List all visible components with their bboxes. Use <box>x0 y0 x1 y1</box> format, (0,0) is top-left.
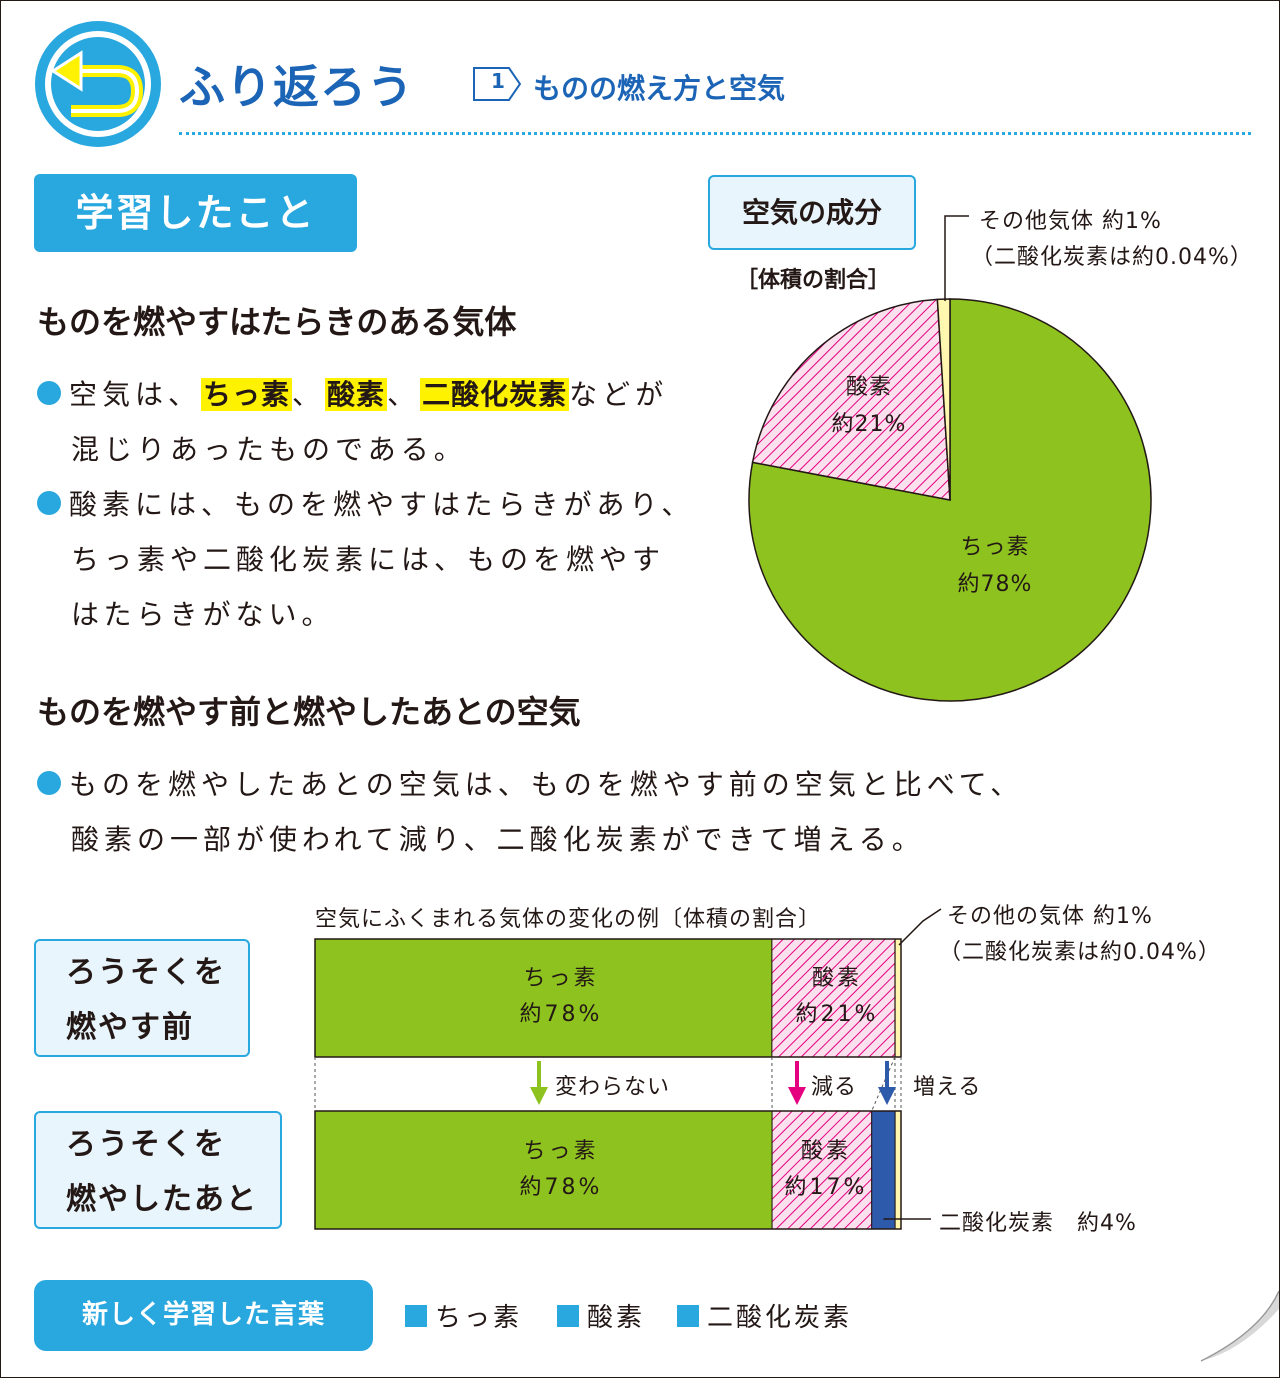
bar-outline <box>314 938 902 1058</box>
section1-heading: ものを燃やすはたらきのある気体 <box>37 303 517 341</box>
text: ものを燃やしたあとの空気は、ものを燃やす前の空気と比べて、 <box>69 768 1024 801</box>
new-words-tab: 新しく学習した言葉 <box>34 1280 373 1351</box>
bar-label-value: 約17% <box>784 1175 868 1200</box>
arrow-down-icon-oxygen-head <box>788 1087 806 1105</box>
bullet-line: ものを燃やしたあとの空気は、ものを燃やす前の空気と比べて、 <box>37 757 1137 812</box>
change-co2-label: 増える <box>913 1075 982 1100</box>
condition-before-box: ろうそくを 燃やす前 <box>34 939 250 1057</box>
condition-line: ろうそくを <box>66 1127 226 1162</box>
bar-other-after <box>894 1110 902 1230</box>
bar-label-value: 約78% <box>519 1175 603 1200</box>
co2-after-label: 二酸化炭素 約4% <box>939 1211 1137 1236</box>
text: 、 <box>387 378 421 411</box>
square-icon <box>557 1304 579 1327</box>
bar-label-value: 約21% <box>795 1002 879 1027</box>
return-arrow-icon <box>33 19 163 149</box>
bar-label-after-nitrogen: ちっ素 約78% <box>471 1134 651 1206</box>
highlight-co2: 二酸化炭素 <box>420 378 570 411</box>
new-word-item: ちっ素 <box>405 1297 522 1334</box>
section-tab: 学習したこと <box>34 174 357 252</box>
bullet-line: 酸素には、ものを燃やすはたらきがあり、 <box>37 477 717 532</box>
pie-label-value: 約21% <box>831 412 907 437</box>
pie-slice-oxygen <box>751 298 951 501</box>
header-divider <box>179 132 1251 135</box>
text: 酸素には、ものを燃やすはたらきがあり、 <box>69 488 695 521</box>
bar-other-leader <box>898 908 942 946</box>
pie-label-name: ちっ素 <box>960 535 1030 560</box>
text-line: ちっ素や二酸化炭素には、ものを燃やす <box>71 543 666 576</box>
highlight-oxygen: 酸素 <box>325 378 388 411</box>
bar-other-note: （二酸化炭素は約0.04%） <box>939 940 1221 965</box>
unit-number-badge <box>473 67 521 101</box>
bar-label-name: ちっ素 <box>523 1139 599 1164</box>
bar-label-before-nitrogen: ちっ素 約78% <box>471 961 651 1033</box>
connector-line <box>871 1056 896 1112</box>
bullet-dot <box>37 771 61 795</box>
bar-chart-caption: 空気にふくまれる気体の変化の例〔体積の割合〕 <box>315 907 822 932</box>
page-title: ふり返ろう <box>179 60 414 114</box>
change-oxygen-label: 減る <box>811 1075 858 1100</box>
section1-paragraphs: 空気は、ちっ素、酸素、二酸化炭素などが 混じりあったものである。 酸素には、もの… <box>37 367 717 642</box>
new-word-text: 酸素 <box>587 1303 646 1333</box>
text: 、 <box>292 378 326 411</box>
pie-caption: ［体積の割合］ <box>736 268 891 293</box>
bar-label-name: 酸素 <box>811 966 862 991</box>
pie-other-leader <box>944 215 969 301</box>
section2-heading: ものを燃やす前と燃やしたあとの空気 <box>37 693 581 731</box>
text-line: 混じりあったものである。 <box>71 433 467 466</box>
pie-label-name: 酸素 <box>845 375 892 400</box>
square-icon <box>405 1304 427 1327</box>
bar-label-name: ちっ素 <box>523 966 599 991</box>
arrow-down-icon-co2-head <box>878 1087 896 1105</box>
bar-label-name: 酸素 <box>800 1139 851 1164</box>
pie-label-value: 約78% <box>957 572 1033 597</box>
bar-outline <box>314 1110 902 1230</box>
pie-other-label: その他気体 約1% <box>979 209 1162 234</box>
new-word-text: ちっ素 <box>435 1303 523 1333</box>
change-nitrogen-label: 変わらない <box>555 1075 671 1100</box>
bullet-dot <box>37 381 61 405</box>
pie-other-note: （二酸化炭素は約0.04%） <box>971 245 1253 270</box>
text-line: 酸素の一部が使われて減り、二酸化炭素ができて増える。 <box>71 823 925 856</box>
bar-other-label: その他の気体 約1% <box>947 904 1153 929</box>
new-word-text: 二酸化炭素 <box>707 1303 853 1333</box>
text-line: はたらきがない。 <box>71 598 335 631</box>
condition-line: ろうそくを <box>66 955 226 990</box>
new-word-item: 酸素 <box>557 1297 645 1334</box>
condition-line: 燃やす前 <box>66 1010 194 1045</box>
new-word-item: 二酸化炭素 <box>677 1297 852 1334</box>
pie-label-nitrogen: ちっ素 約78% <box>935 529 1055 603</box>
bar-label-after-oxygen: 酸素 約17% <box>771 1134 881 1206</box>
pie-slice-other <box>936 298 951 501</box>
condition-after-box: ろうそくを 燃やしたあと <box>34 1111 282 1229</box>
bar-label-before-oxygen: 酸素 約21% <box>777 961 897 1033</box>
bar-nitrogen-after <box>314 1110 773 1230</box>
bar-label-value: 約78% <box>519 1002 603 1027</box>
bullet-line: 空気は、ちっ素、酸素、二酸化炭素などが <box>37 367 717 422</box>
condition-line: 燃やしたあと <box>66 1182 258 1217</box>
pie-chart-title: 空気の成分 <box>708 175 916 250</box>
page-curl-icon <box>1171 1291 1279 1377</box>
bullet-dot <box>37 491 61 515</box>
arrow-down-icon-nitrogen-head <box>530 1087 548 1105</box>
text: などが <box>569 378 669 411</box>
unit-number: 1 <box>491 69 505 93</box>
highlight-nitrogen: ちっ素 <box>201 378 293 411</box>
square-icon <box>677 1304 699 1327</box>
pie-label-oxygen: 酸素 約21% <box>809 369 929 443</box>
section2-paragraph: ものを燃やしたあとの空気は、ものを燃やす前の空気と比べて、 酸素の一部が使われて… <box>37 757 1137 867</box>
text: 空気は、 <box>69 378 202 411</box>
unit-title: ものの燃え方と空気 <box>533 72 786 105</box>
